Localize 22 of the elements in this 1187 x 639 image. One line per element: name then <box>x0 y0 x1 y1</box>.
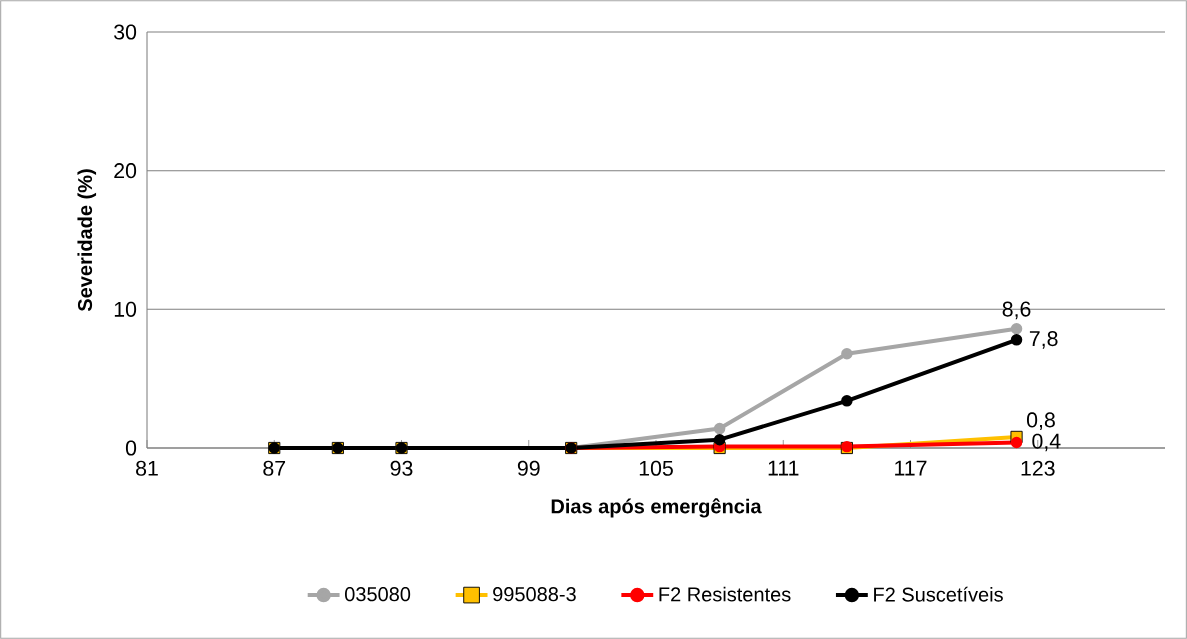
x-tick-label: 123 <box>1021 460 1055 476</box>
y-axis-title: Severidade (%) <box>77 169 97 312</box>
x-tick-label: 111 <box>768 460 799 476</box>
legend-label: 995088-3 <box>493 587 576 602</box>
data-label: 8,6 <box>1002 301 1031 320</box>
legend-label: F2 Resistentes <box>659 586 791 602</box>
data-label: 7,8 <box>1029 331 1058 349</box>
y-tick-label: 0 <box>125 440 137 456</box>
legend-label: 035080 <box>345 587 411 602</box>
x-tick-label: 87 <box>263 460 286 476</box>
legend-label: F2 Suscetíveis <box>874 586 1003 602</box>
data-label: 0,8 <box>1026 412 1055 430</box>
data-label: 0,4 <box>1032 433 1061 452</box>
x-tick-label: 93 <box>390 460 413 476</box>
x-axis-title: Dias após emergência <box>551 498 762 518</box>
x-tick-label: 105 <box>639 460 673 476</box>
x-tick-label: 117 <box>895 460 927 476</box>
y-tick-label: 10 <box>114 301 137 317</box>
x-tick-label: 81 <box>136 460 158 476</box>
y-tick-label: 30 <box>114 24 137 40</box>
y-tick-label: 20 <box>114 163 137 179</box>
x-tick-label: 99 <box>517 460 540 476</box>
